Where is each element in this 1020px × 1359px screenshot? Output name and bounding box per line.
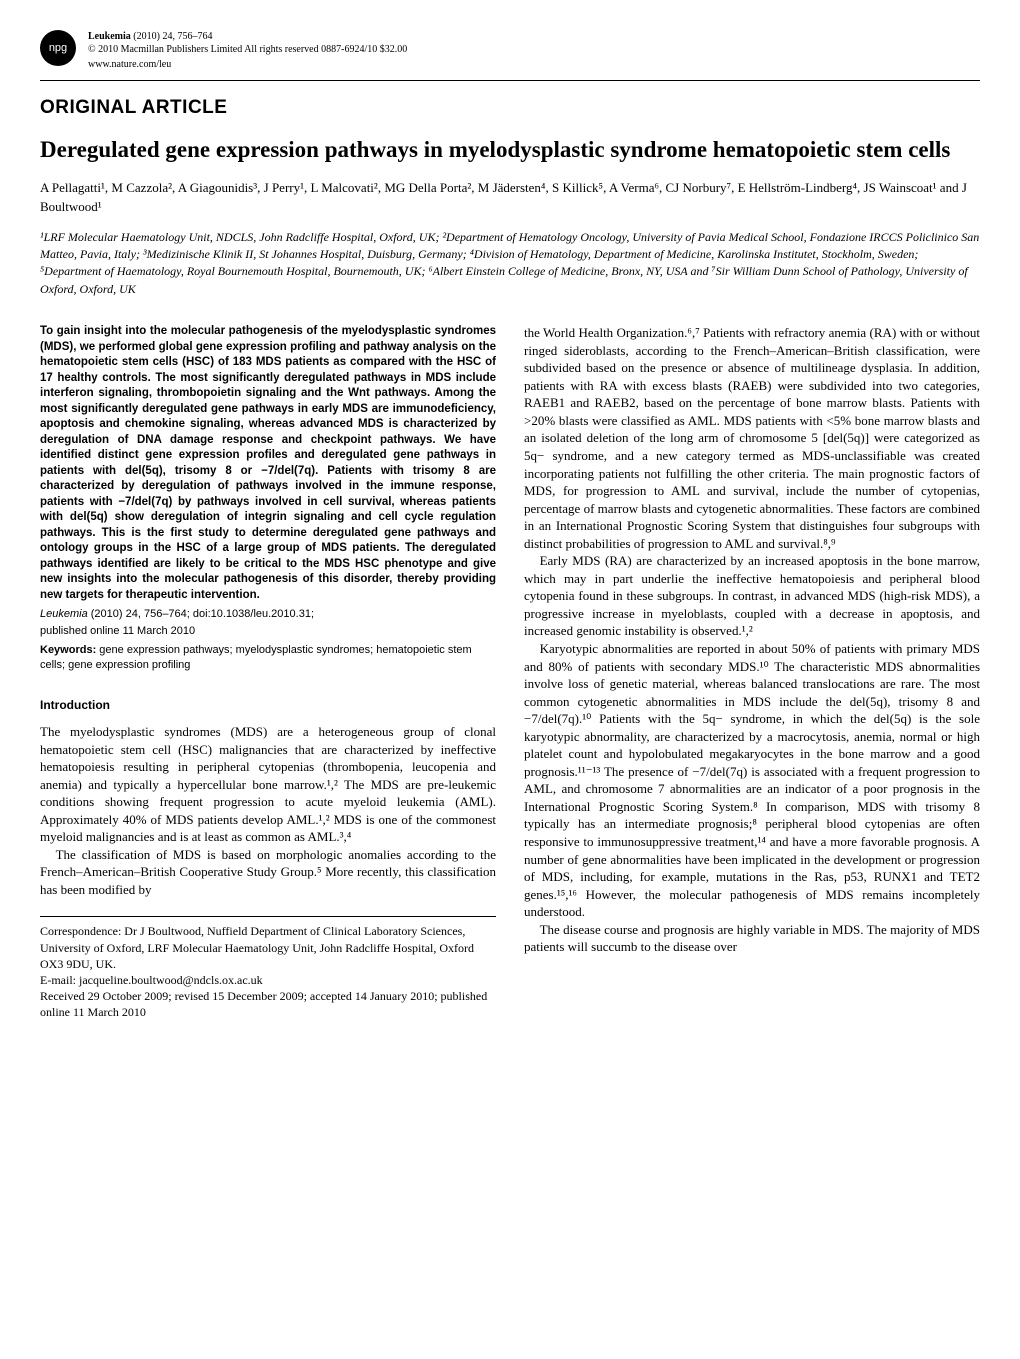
right-paragraph-1: the World Health Organization.⁶,⁷ Patien… [524, 324, 980, 552]
correspondence-text: Correspondence: Dr J Boultwood, Nuffield… [40, 923, 496, 972]
correspondence-email: E-mail: jacqueline.boultwood@ndcls.ox.ac… [40, 972, 496, 988]
right-paragraph-3: Karyotypic abnormalities are reported in… [524, 640, 980, 921]
journal-meta-block: Leukemia (2010) 24, 756–764 © 2010 Macmi… [88, 30, 407, 72]
journal-line: Leukemia (2010) 24, 756–764 [88, 30, 407, 43]
section-heading-introduction: Introduction [40, 697, 496, 713]
citation-journal: Leukemia [40, 608, 88, 620]
correspondence-received: Received 29 October 2009; revised 15 Dec… [40, 988, 496, 1020]
intro-paragraph-2: The classification of MDS is based on mo… [40, 846, 496, 899]
copyright-line: © 2010 Macmillan Publishers Limited All … [88, 43, 407, 56]
journal-url: www.nature.com/leu [88, 58, 407, 72]
article-type: ORIGINAL ARTICLE [40, 95, 980, 121]
keywords-text: gene expression pathways; myelodysplasti… [40, 644, 472, 671]
authors: A Pellagatti¹, M Cazzola², A Giagounidis… [40, 179, 980, 217]
right-paragraph-2: Early MDS (RA) are characterized by an i… [524, 552, 980, 640]
affiliations: ¹LRF Molecular Haematology Unit, NDCLS, … [40, 229, 980, 299]
keywords-label: Keywords: [40, 644, 96, 656]
journal-name: Leukemia [88, 31, 131, 42]
citation-line: Leukemia (2010) 24, 756–764; doi:10.1038… [40, 607, 496, 622]
correspondence-block: Correspondence: Dr J Boultwood, Nuffield… [40, 923, 496, 1020]
npg-logo: npg [40, 30, 76, 66]
right-column: the World Health Organization.⁶,⁷ Patien… [524, 324, 980, 1020]
keywords: Keywords: gene expression pathways; myel… [40, 643, 496, 673]
article-title: Deregulated gene expression pathways in … [40, 136, 980, 165]
two-column-body: To gain insight into the molecular patho… [40, 324, 980, 1020]
published-online: published online 11 March 2010 [40, 624, 496, 639]
left-column: To gain insight into the molecular patho… [40, 324, 496, 1020]
header: npg Leukemia (2010) 24, 756–764 © 2010 M… [40, 30, 980, 72]
intro-paragraph-1: The myelodysplastic syndromes (MDS) are … [40, 723, 496, 846]
right-paragraph-4: The disease course and prognosis are hig… [524, 921, 980, 956]
correspondence-rule [40, 916, 496, 917]
citation-rest: (2010) 24, 756–764; doi:10.1038/leu.2010… [88, 608, 314, 620]
journal-vol-pages: (2010) 24, 756–764 [133, 31, 212, 42]
header-rule [40, 80, 980, 81]
abstract: To gain insight into the molecular patho… [40, 324, 496, 603]
